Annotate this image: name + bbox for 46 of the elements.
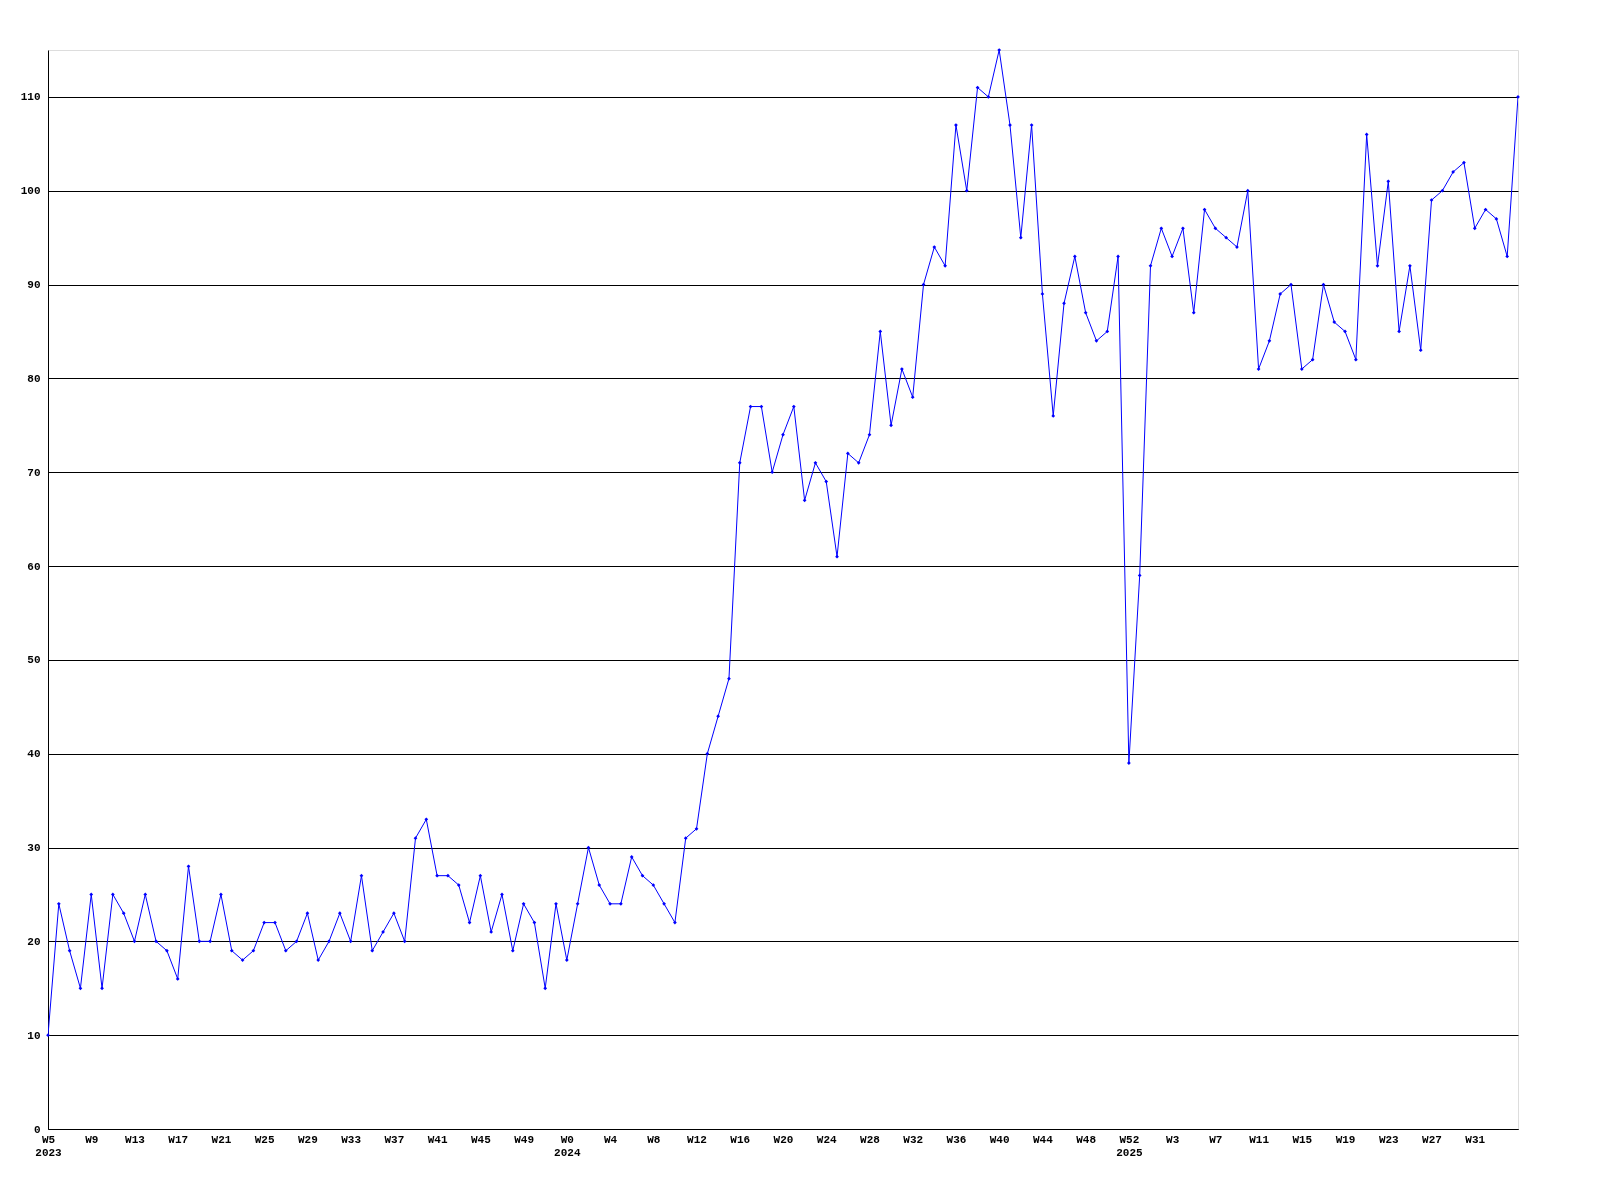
x-tick-label: W32 bbox=[903, 1133, 924, 1146]
y-tick-label: 40 bbox=[27, 748, 41, 761]
x-tick-label: W16 bbox=[730, 1133, 751, 1146]
x-tick-label: W11 bbox=[1249, 1133, 1270, 1146]
x-tick-label: W7 bbox=[1209, 1133, 1223, 1146]
x-tick-label: W31 bbox=[1465, 1133, 1486, 1146]
x-tick-label: W52 2025 bbox=[1116, 1133, 1143, 1159]
x-tick-label: W25 bbox=[254, 1133, 275, 1146]
x-tick-label: W9 bbox=[85, 1133, 99, 1146]
x-tick-label: W13 bbox=[125, 1133, 146, 1146]
y-tick-label: 90 bbox=[27, 279, 41, 292]
y-tick-label: 80 bbox=[27, 372, 41, 385]
x-tick-label: W20 bbox=[773, 1133, 794, 1146]
x-tick-label: W29 bbox=[298, 1133, 318, 1146]
y-tick-label: 0 bbox=[33, 1123, 41, 1136]
y-tick-label: 110 bbox=[20, 91, 41, 104]
x-tick-label: W0 2024 bbox=[554, 1133, 581, 1159]
y-tick-label: 60 bbox=[27, 560, 41, 573]
x-tick-label: W33 bbox=[341, 1133, 362, 1146]
x-tick-label: W19 bbox=[1335, 1133, 1356, 1146]
y-tick-label: 10 bbox=[27, 1029, 41, 1042]
x-tick-label: W37 bbox=[384, 1133, 405, 1146]
x-tick-label: W23 bbox=[1378, 1133, 1400, 1146]
x-tick-label: W48 bbox=[1076, 1133, 1097, 1146]
x-tick-label: W15 bbox=[1292, 1133, 1313, 1146]
y-tick-label: 70 bbox=[27, 466, 41, 479]
x-tick-label: W24 bbox=[816, 1133, 838, 1146]
x-tick-label: W36 bbox=[946, 1133, 967, 1146]
x-tick-label: W3 bbox=[1166, 1133, 1180, 1146]
x-tick-label: W21 bbox=[211, 1133, 232, 1146]
x-tick-label: W45 bbox=[470, 1133, 492, 1146]
x-tick-label: W49 bbox=[514, 1133, 534, 1146]
x-tick-label: W8 bbox=[647, 1133, 661, 1146]
y-tick-label: 20 bbox=[27, 935, 41, 948]
x-tick-label: W41 bbox=[427, 1133, 448, 1146]
y-tick-label: 50 bbox=[27, 654, 41, 667]
x-tick-label: W27 bbox=[1422, 1133, 1442, 1146]
x-tick-label: W4 bbox=[603, 1133, 618, 1146]
y-tick-label: 100 bbox=[20, 185, 41, 198]
x-tick-label: W12 bbox=[687, 1133, 707, 1146]
x-tick-label: W28 bbox=[860, 1133, 881, 1146]
x-tick-label: W17 bbox=[168, 1133, 189, 1146]
x-tick-label: W44 bbox=[1033, 1133, 1054, 1146]
y-tick-label: 30 bbox=[27, 842, 41, 855]
x-tick-label: W40 bbox=[989, 1133, 1010, 1146]
x-tick-label: W5 2023 bbox=[35, 1133, 63, 1159]
